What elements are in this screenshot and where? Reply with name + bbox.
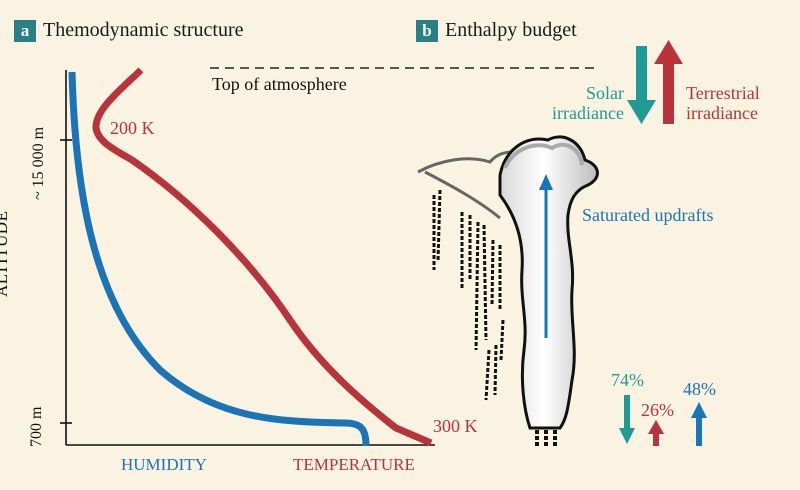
panel-b-title: Enthalpy budget — [445, 19, 577, 41]
panel-a-title: Themodynamic structure — [43, 19, 244, 41]
humidity-label: HUMIDITY — [121, 455, 207, 474]
panel-b-header: b Enthalpy budget — [416, 19, 577, 42]
cloud-base-rain — [535, 430, 557, 446]
humidity-curve — [68, 71, 370, 447]
solar-arrow-head — [627, 100, 656, 124]
toa-label: Top of atmosphere — [212, 74, 347, 94]
panel-a-badge: a — [14, 19, 36, 42]
terrestrial-arrow-shaft — [663, 60, 674, 124]
panel-a-header: a Themodynamic structure — [14, 19, 244, 42]
anvil-outline-underside — [424, 170, 501, 220]
solar-label-line1: Solar — [586, 83, 624, 103]
cumulonimbus-cloud — [498, 135, 599, 430]
updraft-label: Saturated updrafts — [582, 205, 714, 225]
solar-arrow-shaft — [636, 46, 647, 104]
precipitation-streaks — [432, 189, 505, 401]
updraft-flux-arrow-head — [691, 402, 707, 418]
temperature-label: TEMPERATURE — [293, 455, 415, 474]
pct-updraft-label: 48% — [683, 379, 716, 399]
terrestrial-arrow-head — [654, 40, 683, 64]
pct-terrestrial-label: 26% — [641, 400, 674, 420]
solar-label-line2: irradiance — [552, 103, 624, 123]
y-axis-title: ALTITUDE — [0, 210, 11, 297]
solar-flux-arrow-head — [619, 428, 635, 444]
temp-top-label: 200 K — [110, 118, 155, 138]
cloud-top-highlight — [503, 142, 584, 169]
temperature-curve — [92, 67, 433, 447]
y-tick-label-bottom: 700 m — [28, 406, 45, 447]
y-tick-label-top: ~ 15 000 m — [30, 126, 47, 200]
terrestrial-label-line1: Terrestrial — [686, 83, 760, 103]
panel-b-badge: b — [416, 19, 438, 42]
pct-solar-label: 74% — [611, 370, 644, 390]
terrestrial-label-line2: irradiance — [686, 103, 758, 123]
temp-bottom-label: 300 K — [433, 416, 478, 436]
terrestrial-flux-arrow-head — [648, 420, 664, 434]
updraft-arrow-head — [539, 174, 553, 190]
